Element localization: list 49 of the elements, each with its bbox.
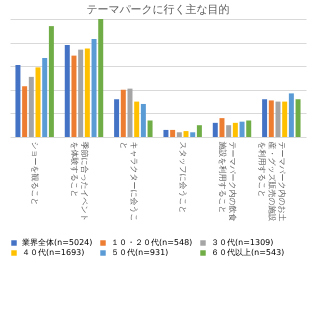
bar — [36, 67, 41, 137]
bar — [92, 39, 97, 137]
x-tick-label: ショーを観ること — [30, 142, 40, 206]
bar — [170, 130, 176, 137]
bar — [282, 102, 288, 137]
bar — [262, 99, 268, 137]
x-tick-label: テーマパーク内のお土産・グッズ販売の施設を利用すること — [257, 142, 286, 222]
legend-label: ３０代(n=1309) — [211, 238, 274, 247]
legend-label: 業界全体(n=5024) — [22, 238, 92, 247]
bar — [134, 102, 140, 137]
bar — [196, 125, 202, 137]
bar — [127, 88, 132, 137]
bar — [190, 132, 196, 137]
bar — [15, 65, 20, 137]
bar — [232, 122, 238, 137]
legend-label: ４０代(n=1693) — [22, 248, 84, 257]
x-tick-label: 季節に合ったイベントを体験すること — [70, 142, 89, 222]
bar — [163, 130, 168, 137]
bar — [275, 102, 280, 137]
x-tick-label: テーマパーク内の飲食施設を利用すること — [218, 142, 237, 222]
bar — [84, 48, 90, 137]
bar — [64, 44, 70, 137]
bar — [48, 26, 54, 137]
chart-title: テーマパークに行く主な目的 — [86, 3, 230, 16]
bar — [114, 99, 120, 137]
legend-label: ５０代(n=931) — [111, 248, 168, 257]
bar — [288, 93, 294, 137]
bar — [148, 120, 153, 137]
x-tick-label: キャラクターに会うこと — [119, 142, 138, 222]
bar — [22, 86, 28, 137]
bar — [219, 118, 224, 137]
bar — [246, 120, 252, 137]
bar — [71, 56, 76, 137]
bar — [268, 100, 274, 137]
bar — [140, 104, 146, 137]
x-tick-label: スタッフに会うこと — [178, 142, 188, 214]
bar — [184, 131, 189, 137]
bar — [78, 50, 84, 137]
bar — [42, 58, 48, 137]
bar — [176, 132, 182, 137]
bar — [98, 19, 104, 137]
bar — [28, 76, 34, 137]
legend-label: ６０代以上(n=543) — [211, 248, 284, 257]
bar — [120, 90, 126, 137]
bar — [240, 122, 245, 137]
bar — [296, 99, 301, 137]
bar — [212, 122, 218, 137]
legend-label: １０・２０代(n=548) — [111, 238, 192, 247]
bar — [226, 125, 232, 137]
